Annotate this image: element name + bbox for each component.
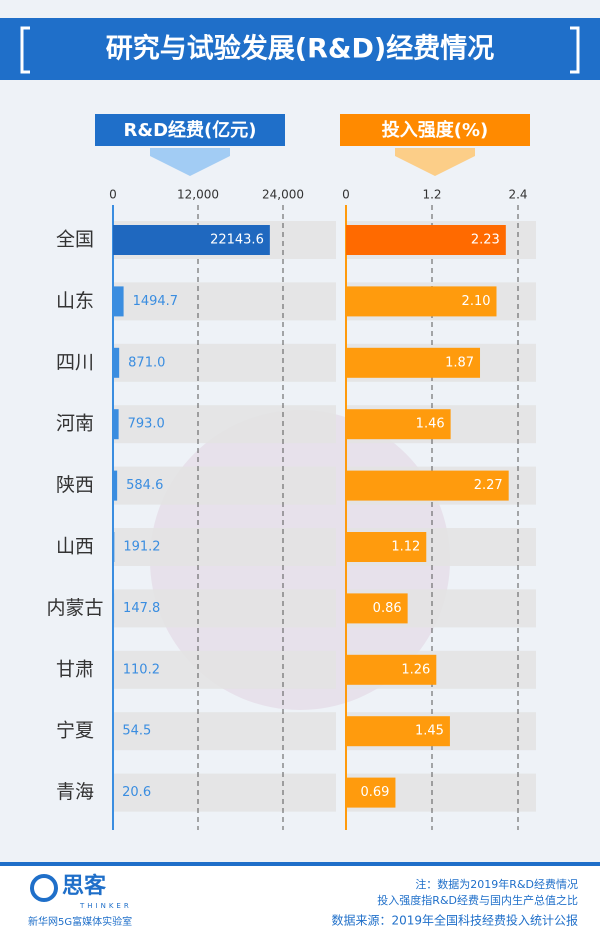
value-label: 871.0: [128, 355, 165, 370]
bar: [113, 470, 118, 501]
bar: [113, 532, 115, 562]
bar: [346, 409, 451, 440]
row-band: [113, 466, 336, 505]
bar: [113, 286, 124, 317]
footer-bg: [0, 862, 600, 941]
x-tick-label: 0: [342, 188, 350, 202]
row-band: [113, 343, 336, 382]
series-header: 投入强度(%): [382, 119, 489, 141]
category-label: 山西: [56, 536, 94, 558]
value-label: 191.2: [123, 540, 160, 555]
value-label: 0.86: [373, 601, 402, 616]
value-label: 2.23: [471, 233, 500, 248]
value-label: 110.2: [123, 662, 160, 677]
x-tick-label: 12,000: [177, 188, 219, 202]
note: 投入强度指R&D经费与国内生产总值之比: [377, 893, 578, 907]
value-label: 22143.6: [210, 233, 264, 248]
value-label: 1.45: [415, 724, 444, 739]
value-label: 20.6: [122, 785, 151, 800]
bar: [346, 777, 396, 808]
logo-icon: [30, 874, 58, 902]
category-label: 四川: [56, 351, 94, 373]
series-header-bg: [340, 114, 530, 146]
series-header-bg: [95, 114, 285, 146]
x-tick-label: 2.4: [508, 188, 527, 202]
bar: [113, 593, 115, 624]
value-label: 2.10: [462, 294, 491, 309]
value-label: 1.46: [416, 417, 445, 432]
category-label: 山东: [56, 290, 94, 312]
row-band: [113, 712, 336, 751]
bar: [346, 593, 408, 624]
category-label: 内蒙古: [46, 597, 103, 619]
x-tick-label: 24,000: [262, 188, 304, 202]
value-label: 1.87: [445, 355, 474, 370]
logo-name: 思客: [62, 873, 107, 899]
source: 数据来源：2019年全国科技经费投入统计公报: [331, 913, 578, 928]
bar: [113, 409, 119, 440]
bar: [346, 654, 437, 685]
value-label: 0.69: [360, 785, 389, 800]
row-band: [113, 528, 336, 566]
category-label: 全国: [56, 229, 94, 251]
bar: [346, 716, 450, 747]
note: 注：数据为2019年R&D经费情况: [415, 877, 578, 891]
row-band: [113, 282, 336, 321]
x-tick-label: 0: [109, 188, 117, 202]
row-band: [113, 589, 336, 628]
row-band: [113, 405, 336, 444]
bar: [346, 532, 427, 562]
header-arrow: [150, 148, 230, 176]
bar: [113, 347, 120, 378]
bar: [346, 225, 506, 255]
value-label: 1.12: [391, 540, 420, 555]
logo-org: 新华网5G富媒体实验室: [28, 915, 132, 928]
bar: [346, 286, 497, 317]
value-label: 147.8: [123, 601, 160, 616]
category-label: 青海: [56, 781, 94, 803]
bar: [113, 225, 270, 255]
value-label: 1.26: [401, 662, 430, 677]
value-label: 793.0: [128, 417, 165, 432]
chart-title: 研究与试验发展(R&D)经费情况: [106, 33, 494, 65]
value-label: 1494.7: [133, 294, 179, 309]
bar: [346, 470, 509, 501]
series-header: R&D经费(亿元): [124, 119, 257, 141]
value-label: 2.27: [474, 478, 503, 493]
x-tick-label: 1.2: [422, 188, 441, 202]
bar: [346, 347, 481, 378]
value-label: 54.5: [122, 724, 151, 739]
bar: [113, 654, 114, 685]
value-label: 584.6: [126, 478, 163, 493]
header-arrow: [395, 148, 475, 176]
title-brackets: [20, 26, 580, 74]
logo-sub: THINKER: [79, 902, 132, 910]
title-banner: [0, 18, 600, 80]
row-band: [113, 650, 336, 689]
category-label: 甘肃: [56, 658, 94, 680]
category-label: 宁夏: [56, 720, 94, 742]
row-band: [113, 773, 336, 812]
category-label: 河南: [56, 413, 94, 435]
category-label: 陕西: [56, 474, 94, 496]
footer-stripe: [0, 862, 600, 866]
